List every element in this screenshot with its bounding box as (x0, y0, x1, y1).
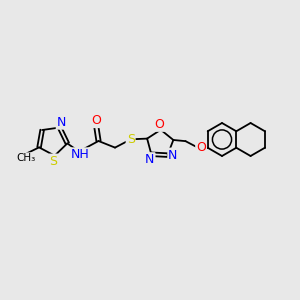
Text: NH: NH (71, 148, 90, 161)
Text: O: O (91, 114, 101, 127)
Text: N: N (168, 148, 178, 162)
Text: CH₃: CH₃ (16, 153, 36, 163)
Text: S: S (127, 133, 135, 146)
Text: N: N (57, 116, 66, 129)
Text: O: O (154, 118, 164, 131)
Text: O: O (196, 141, 206, 154)
Text: N: N (145, 153, 154, 166)
Text: S: S (50, 154, 57, 168)
